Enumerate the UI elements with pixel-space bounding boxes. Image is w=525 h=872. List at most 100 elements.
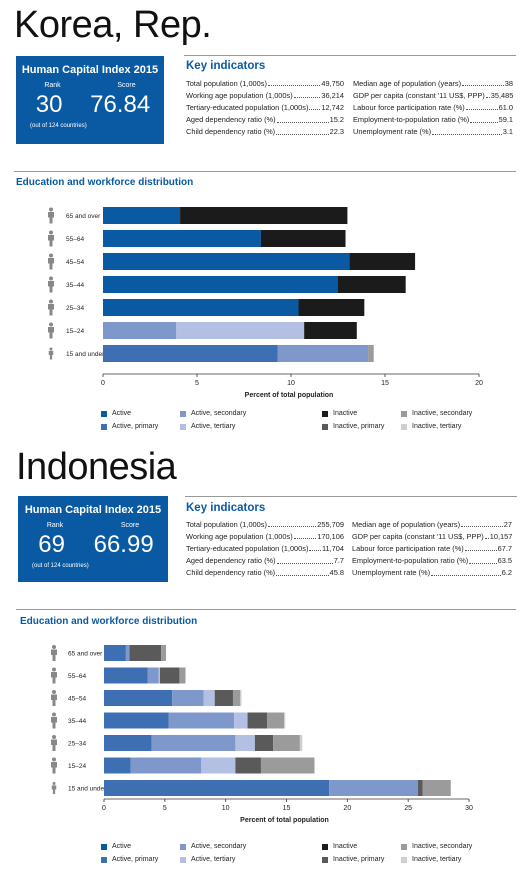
- country-name: Korea, Rep.: [14, 4, 212, 46]
- bar-segment: [104, 757, 131, 774]
- legend-label: Active, tertiary: [191, 423, 236, 430]
- x-tick-label: 0: [101, 380, 105, 387]
- indicator-value: 170,106: [317, 531, 344, 541]
- legend-label: Active, primary: [112, 856, 159, 863]
- hci-score-label: Score: [120, 522, 140, 529]
- legend-label: Inactive, tertiary: [412, 856, 462, 863]
- hci-score-value: 66.99: [93, 531, 154, 558]
- indicator-row: Working age population (1,000s) 170,106: [186, 530, 344, 542]
- workforce-chart: 65 and over 55–64 45–54 35–44 25–34 15–24 15 a…: [48, 207, 483, 399]
- country-profile-korea: Korea, Rep. Human Capital Index 2015 Ran…: [14, 4, 516, 430]
- legend-swatch: [101, 856, 107, 863]
- bar-segment: [234, 712, 248, 729]
- indicator-label: Median age of population (years): [353, 78, 462, 88]
- bar-segment: [235, 735, 255, 751]
- legend-label: Inactive, primary: [333, 856, 385, 863]
- person-silhouette-icon: [51, 782, 57, 794]
- x-tick-label: 10: [287, 380, 295, 387]
- indicator-label: Working age population (1,000s): [186, 531, 293, 541]
- bar-segment: [368, 345, 374, 362]
- bar-segment: [103, 230, 261, 247]
- bar-segment: [151, 735, 236, 751]
- legend-swatch: [101, 410, 107, 417]
- person-silhouette-icon: [48, 322, 54, 339]
- category-label: 35–44: [68, 718, 86, 725]
- person-silhouette-icon: [51, 690, 57, 706]
- category-label: 15–24: [68, 763, 86, 770]
- legend-swatch: [322, 843, 328, 850]
- indicator-label: Total population (1,000s): [186, 78, 267, 88]
- indicator-row: Tertiary-educated population (1,000s) 12,…: [186, 101, 344, 113]
- legend-item: Active, secondary: [180, 843, 246, 850]
- indicator-value: 38: [504, 78, 513, 88]
- indicator-value: 35,485: [490, 90, 514, 100]
- indicator-label: Aged dependency ratio (%): [186, 115, 276, 125]
- indicator-label: Unemployment rate (%): [352, 568, 431, 578]
- legend-swatch: [401, 423, 407, 430]
- country-name: Indonesia: [16, 446, 177, 488]
- person-silhouette-icon: [48, 347, 54, 360]
- legend-swatch: [101, 423, 107, 430]
- category-label: 65 and over: [68, 651, 103, 658]
- legend-label: Inactive: [333, 410, 358, 417]
- indicator-row: Employment-to-population ratio (%) 63.5: [352, 555, 512, 567]
- indicator-label: Tertiary-educated population (1,000s): [186, 543, 309, 553]
- indicator-row: Child dependency ratio (%) 45.8: [186, 567, 344, 579]
- indicator-row: Working age population (1,000s) 36,214: [186, 89, 344, 101]
- indicator-row: Labour force participation rate (%) 67.7: [352, 542, 512, 554]
- key-indicators-title: Key indicators: [186, 60, 266, 72]
- legend-swatch: [401, 856, 407, 863]
- x-tick-label: 20: [475, 380, 483, 387]
- indicator-value: 61.0: [498, 102, 513, 112]
- bar-segment: [103, 207, 181, 224]
- indicator-value: 22.3: [329, 127, 344, 137]
- bar-segment: [180, 207, 348, 224]
- indicator-row: Child dependency ratio (%) 22.3: [186, 126, 344, 138]
- bar-segment: [277, 345, 369, 362]
- category-label: 45–54: [66, 259, 84, 266]
- x-tick-label: 25: [404, 805, 412, 812]
- indicator-row: GDP per capita (constant '11 US$, PPP) 35…: [353, 89, 513, 101]
- key-indicators-left: Total population (1,000s) 255,709 Working…: [186, 518, 344, 579]
- bar-segment: [103, 299, 299, 316]
- indicator-row: Total population (1,000s) 255,709: [186, 518, 344, 530]
- bar-segment: [260, 757, 315, 774]
- indicator-value: 67.7: [497, 543, 512, 553]
- hci-score-value: 76.84: [90, 91, 151, 118]
- category-label: 25–34: [66, 305, 84, 312]
- bar-segment: [329, 780, 418, 796]
- bar-segment: [103, 276, 338, 293]
- legend-label: Active: [112, 843, 132, 850]
- hci-note: (out of 124 countries): [32, 563, 89, 569]
- bar-segment: [103, 345, 278, 362]
- hci-rank-label: Rank: [46, 522, 64, 529]
- legend-label: Active, primary: [112, 423, 159, 430]
- category-label: 15 and under: [66, 351, 105, 358]
- x-tick-label: 5: [195, 380, 199, 387]
- country-profile-indonesia: Indonesia Human Capital Index 2015 Rank …: [0, 440, 525, 872]
- indicator-value: 15.2: [329, 115, 344, 125]
- bar-segment: [214, 690, 233, 706]
- legend-item: Inactive, primary: [322, 856, 384, 863]
- category-label: 15 and under: [68, 786, 107, 793]
- bar-segment: [179, 667, 186, 684]
- legend-swatch: [401, 843, 407, 850]
- bar-segment: [176, 322, 305, 339]
- legend-label: Inactive, secondary: [412, 843, 473, 850]
- person-silhouette-icon: [51, 667, 57, 684]
- indicator-row: Unemployment rate (%) 6.2: [352, 567, 512, 579]
- hci-box: Human Capital Index 2015 Rank Score 30 7…: [16, 56, 164, 144]
- legend-label: Active: [112, 410, 132, 417]
- key-indicators-left: Total population (1,000s) 49,750 Working …: [186, 77, 344, 138]
- legend-item: Inactive: [322, 843, 357, 850]
- indicator-value: 3.1: [502, 127, 513, 137]
- hci-box: Human Capital Index 2015 Rank Score 69 6…: [18, 496, 168, 582]
- indicator-value: 255,709: [317, 519, 344, 529]
- chart-legend: Active Active, secondary Inactive Inactive,…: [0, 440, 525, 872]
- legend-swatch: [180, 843, 186, 850]
- legend-item: Active, primary: [101, 856, 158, 863]
- bar-segment: [284, 712, 286, 729]
- section-divider: [14, 171, 516, 172]
- category-label: 25–34: [68, 741, 86, 748]
- bar-segment: [103, 253, 350, 270]
